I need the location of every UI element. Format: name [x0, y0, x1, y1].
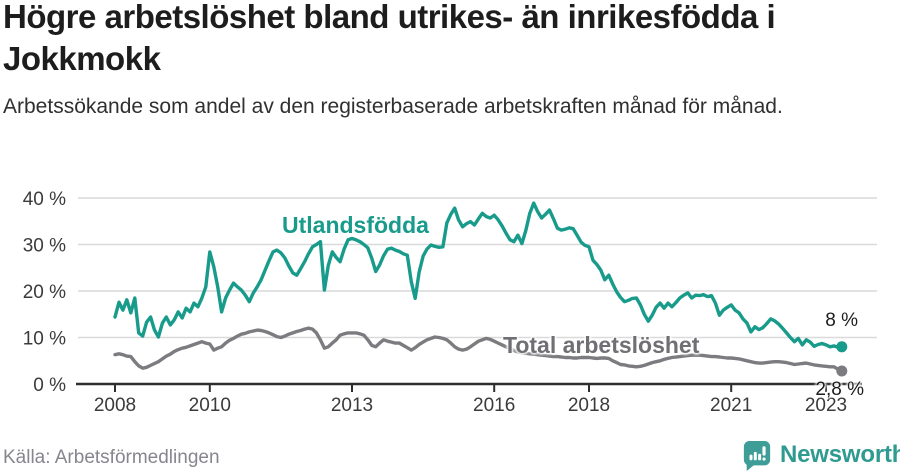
x-tick-label: 2010	[189, 395, 231, 416]
x-tick-label: 2023	[805, 395, 847, 416]
series-label-total: Total arbetslöshet	[503, 332, 700, 358]
page-title: Högre arbetslöshet bland utrikes- än inr…	[3, 0, 776, 77]
series-label-utlandsfodda: Utlandsfödda	[282, 212, 429, 238]
x-tick-label: 2008	[94, 395, 136, 416]
end-dot-total	[836, 365, 848, 377]
y-tick-label: 10 %	[23, 329, 66, 350]
newsworthy-logo: Newsworthy	[742, 440, 900, 473]
x-tick-label: 2018	[568, 395, 610, 416]
newsworthy-icon	[743, 441, 771, 472]
series-line-total	[113, 326, 844, 373]
end-value-label-utlandsfodda: 8 %	[825, 310, 858, 331]
newsworthy-wordmark: Newsworthy	[780, 441, 900, 468]
end-value-label-total: 2,8 %	[815, 379, 864, 400]
y-tick-label: 20 %	[23, 282, 66, 303]
x-tick-label: 2021	[710, 395, 752, 416]
x-tick-label: 2016	[473, 395, 515, 416]
series-line-utlandsfodda	[113, 201, 844, 349]
y-tick-label: 40 %	[23, 189, 66, 210]
page-subtitle: Arbetssökande som andel av den registerb…	[3, 95, 783, 118]
x-tick-label: 2013	[331, 395, 373, 416]
y-tick-label: 30 %	[23, 236, 66, 257]
end-dot-utlandsfodda	[836, 341, 848, 353]
source-credit: Källa: Arbetsförmedlingen	[3, 447, 220, 468]
y-tick-label: 0 %	[33, 375, 66, 396]
